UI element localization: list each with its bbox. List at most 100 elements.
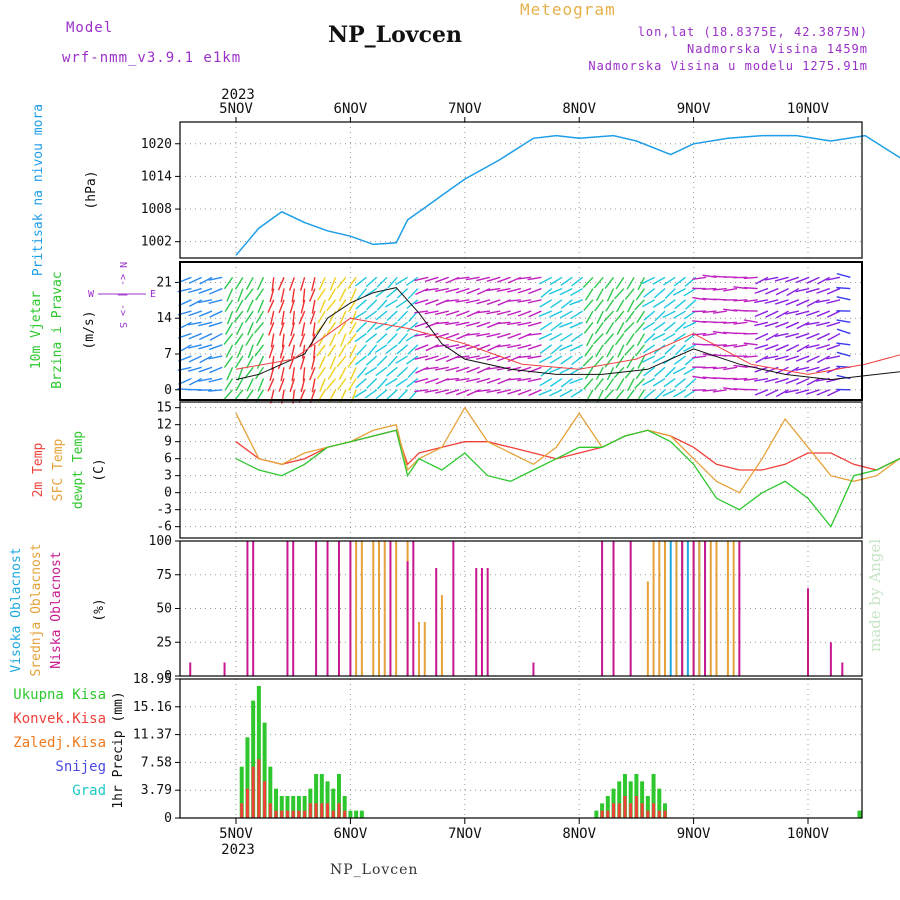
wind-arrow bbox=[507, 366, 522, 372]
wind-arrow bbox=[506, 299, 521, 302]
wind-arrow bbox=[486, 366, 501, 370]
wind-arrow bbox=[311, 299, 316, 314]
wind-arrow bbox=[364, 366, 378, 376]
wind-arrow bbox=[278, 378, 285, 392]
wind-arrow bbox=[560, 299, 573, 309]
wind-arrow bbox=[397, 389, 409, 401]
wind-arrow bbox=[222, 389, 234, 401]
wind-arrow bbox=[702, 274, 717, 279]
precip-bar bbox=[657, 810, 661, 818]
wind-arrow bbox=[549, 276, 563, 286]
wind-arrow bbox=[318, 355, 326, 369]
cloud-bar bbox=[355, 541, 358, 676]
precip-legend-1: Konvek.Kisa bbox=[13, 711, 106, 727]
wind-arrow bbox=[289, 299, 296, 314]
wind-arrow bbox=[616, 321, 625, 336]
wind-arrow bbox=[311, 378, 316, 393]
wind-arrow bbox=[365, 355, 378, 366]
precip-bar bbox=[240, 803, 244, 818]
cloud-bar bbox=[452, 541, 455, 676]
wind-arrow bbox=[267, 299, 275, 313]
wind-arrow bbox=[209, 287, 223, 295]
wind-arrow bbox=[317, 310, 326, 324]
wind-arrow bbox=[550, 321, 563, 332]
wind-arrow bbox=[327, 344, 337, 357]
wind-arrow bbox=[405, 355, 419, 365]
wind-arrow bbox=[712, 389, 727, 393]
wind-arrow bbox=[550, 299, 563, 309]
wind-arrow bbox=[786, 287, 800, 297]
wind-arrow bbox=[226, 310, 234, 325]
wind-arrow bbox=[754, 344, 769, 350]
wind-arrow bbox=[257, 378, 265, 392]
wind-arrow bbox=[733, 344, 748, 348]
wind-arrow bbox=[733, 377, 748, 381]
wind-arrow bbox=[571, 355, 584, 366]
wind-arrow bbox=[506, 321, 521, 326]
precip-bar bbox=[331, 788, 336, 818]
precip-ylabel: 1hr Precip (mm) bbox=[111, 691, 126, 808]
wind-arrow bbox=[445, 321, 460, 326]
wind-arrow bbox=[236, 344, 244, 358]
wind-ylabel-2: Brzina i Pravac bbox=[50, 271, 65, 388]
wind-arrow bbox=[386, 288, 398, 299]
wind-arrow bbox=[540, 288, 553, 299]
wind-arrow bbox=[527, 355, 542, 360]
wind-arrow bbox=[271, 277, 275, 292]
wind-arrow bbox=[685, 378, 697, 389]
precip-bar bbox=[354, 810, 359, 818]
wind-arrow bbox=[455, 377, 470, 382]
wind-arrow bbox=[465, 355, 480, 360]
wind-arrow bbox=[226, 367, 234, 381]
cloud-bar bbox=[704, 541, 707, 676]
wind-arrow bbox=[826, 287, 841, 295]
wind-arrow bbox=[312, 322, 316, 337]
wind-arrow bbox=[281, 389, 285, 404]
wind-arrow bbox=[785, 299, 800, 306]
precip-bar bbox=[285, 810, 289, 818]
wind-arrow bbox=[774, 299, 789, 305]
pressure-unit: (hPa) bbox=[84, 170, 99, 209]
wind-arrow bbox=[595, 366, 604, 380]
wind-arrow bbox=[642, 321, 656, 331]
wind-arrow bbox=[269, 288, 275, 303]
wind-arrow bbox=[347, 378, 357, 391]
precip-bar bbox=[628, 781, 633, 818]
wind-arrow bbox=[224, 299, 234, 313]
y-tick-label: 50 bbox=[156, 602, 172, 617]
wind-arrow bbox=[549, 332, 563, 341]
wind-arrow bbox=[288, 355, 296, 370]
wind-arrow bbox=[570, 287, 583, 297]
precip-bar bbox=[245, 788, 249, 818]
wind-arrow bbox=[517, 377, 532, 382]
wind-arrow bbox=[755, 355, 769, 364]
wind-arrow bbox=[347, 355, 357, 368]
wind-arrow bbox=[816, 366, 830, 373]
wind-arrow bbox=[643, 288, 656, 298]
wind-arrow bbox=[366, 321, 378, 334]
wind-arrow bbox=[652, 276, 666, 285]
panel-frame-clouds bbox=[179, 540, 863, 677]
wind-arrow bbox=[785, 276, 800, 283]
wind-arrow bbox=[223, 333, 234, 346]
wind-arrow bbox=[208, 355, 223, 360]
wind-arrow bbox=[376, 355, 388, 367]
cloud-bar bbox=[681, 541, 684, 676]
wind-arrow bbox=[605, 378, 615, 391]
wind-arrow bbox=[816, 310, 831, 318]
wind-arrow bbox=[836, 351, 851, 357]
wind-arrow bbox=[208, 344, 223, 351]
wind-arrow bbox=[496, 344, 511, 348]
precip-bar bbox=[645, 795, 650, 818]
y-tick-label: 0 bbox=[164, 383, 172, 398]
wind-arrow bbox=[615, 276, 625, 290]
wind-arrow bbox=[386, 366, 398, 377]
wind-arrow bbox=[673, 276, 687, 287]
wind-arrow bbox=[377, 299, 388, 311]
wind-arrow bbox=[337, 378, 347, 391]
wind-arrow bbox=[586, 333, 594, 347]
panel-temperature: -6 -3 0 3 6 9 12 15 bbox=[156, 401, 900, 538]
wind-arrow bbox=[664, 344, 676, 355]
wind-arrow bbox=[743, 377, 758, 382]
wind-arrow bbox=[475, 310, 491, 314]
